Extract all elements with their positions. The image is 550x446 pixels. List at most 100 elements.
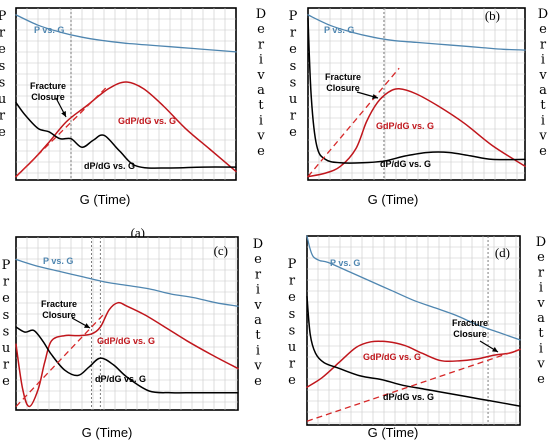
annotation-pressure-line: P vs. G [324,25,354,35]
left-axis-label-letter: e [0,125,6,140]
annotation-dpdg-line: dP/dG vs. G [84,161,135,171]
right-axis-label-letter: v [253,298,262,313]
series-pressure-line [15,14,237,53]
left-axis-label-letter: r [290,26,297,41]
right-axis-label-letter: a [537,311,545,326]
annotation-pressure: P vs. G [324,25,354,35]
right-axis-label-letter: i [541,53,545,68]
right-axis-label-letter: t [540,98,546,113]
series-gdpdg-line [15,81,237,178]
left-axis-label-letter: s [0,59,5,74]
annotation-gdpdg-line: GdP/dG vs. G [118,116,176,126]
right-axis-label-letter: i [541,113,545,128]
annotation-pressure: P vs. G [43,256,73,266]
annotation-closure-line: Closure [453,329,487,339]
closure-tangent-line [307,67,400,177]
annotation-closure-line: Fracture [30,81,66,91]
left-axis-label-letter: u [0,92,6,107]
annotation-dpdg: dP/dG vs. G [95,374,146,384]
series-gdpdg-line [306,340,521,388]
annotation-closure-line: Fracture [41,299,77,309]
annotation-pressure-line: P vs. G [34,25,64,35]
right-axis-label-letter: i [539,281,543,296]
annotation-closure: Fracture Closure [41,299,77,320]
series-dpdg-line [15,101,237,169]
series-dpdg-line [15,326,239,394]
closure-arrow-head [492,347,498,352]
right-axis-label-letter: r [540,37,547,52]
panel-c: P vs. G GdP/dG vs. G dP/dG vs. G Fracture Cl… [2,236,263,440]
closure-arrow-head [84,323,90,328]
right-axis-label-letter: v [538,129,547,144]
right-axis-label-letter: e [257,22,265,37]
left-axis-label-letter: s [290,75,297,90]
left-axis-label-letter: s [0,75,5,90]
right-axis-label-letter: e [539,22,547,37]
right-axis-label-letter: i [256,283,260,298]
annotation-pressure: P vs. G [330,258,360,268]
panel-label: (d) [495,245,510,260]
right-axis-label-letter: v [253,359,262,374]
plot-frame [306,235,521,426]
x-axis-label: G (Time) [82,425,133,440]
right-axis-label-letter: r [538,265,545,280]
panel-label: (b) [485,8,500,23]
closure-arrow-head [61,111,66,117]
right-axis-label-letter: e [539,144,547,159]
right-axis-label-letter: a [254,313,262,328]
right-axis-label-letter: e [537,372,545,387]
left-axis-label-letter: P [288,257,297,272]
annotation-closure-line: Closure [326,83,360,93]
right-axis-label-letter: v [536,357,545,372]
closure-tangent-line [15,312,106,407]
left-axis-label-letter: u [288,340,296,355]
annotation-gdpdg-line: GdP/dG vs. G [97,336,155,346]
annotation-pressure: P vs. G [34,25,64,35]
left-axis-label-letter: r [290,109,297,124]
annotation-pressure-line: P vs. G [43,256,73,266]
left-axis-label-letter: P [2,258,11,273]
right-axis-label-letter: e [254,252,262,267]
annotation-closure-line: Fracture [452,318,488,328]
annotation-gdpdg-line: GdP/dG vs. G [363,352,421,362]
annotation-dpdg-line: dP/dG vs. G [380,159,431,169]
left-axis-label-letter: e [288,290,296,305]
annotation-closure: Fracture Closure [325,72,361,93]
left-axis-label-letter: r [289,357,296,372]
left-axis-label-letter: s [289,307,296,322]
right-axis-label-letter: r [255,267,262,282]
closure-arrow-head [372,94,378,99]
series-pressure-line [306,235,521,341]
left-axis-label-letter: r [0,26,6,41]
right-axis-label-letter: a [257,83,265,98]
right-axis-label-letter: i [259,53,263,68]
plot-frame [15,236,239,411]
left-axis-label-letter: s [290,59,297,74]
annotation-dpdg: dP/dG vs. G [383,392,434,402]
annotation-closure-line: Fracture [325,72,361,82]
series-dpdg-line [307,17,526,164]
annotation-closure-line: Closure [31,92,65,102]
right-axis-label-letter: t [258,98,264,113]
annotation-gdpdg: GdP/dG vs. G [363,352,421,362]
annotation-closure-line: Closure [42,310,76,320]
panel-label: (c) [214,243,228,258]
right-axis-label-letter: e [537,250,545,265]
annotation-gdpdg: GdP/dG vs. G [376,121,434,131]
x-axis-label: G (Time) [368,192,419,207]
left-axis-label-letter: s [3,308,10,323]
left-axis-label-letter: e [288,373,296,388]
left-axis-label-letter: e [2,291,10,306]
right-axis-label-letter: v [256,129,265,144]
panel-a: P vs. G GdP/dG vs. G dP/dG vs. G Fracture Cl… [0,7,266,240]
annotation-gdpdg: GdP/dG vs. G [118,116,176,126]
left-axis-label-letter: e [0,42,6,57]
left-axis-label-letter: u [289,92,297,107]
left-axis-label-letter: e [289,125,297,140]
right-axis-label-letter: e [254,374,262,389]
